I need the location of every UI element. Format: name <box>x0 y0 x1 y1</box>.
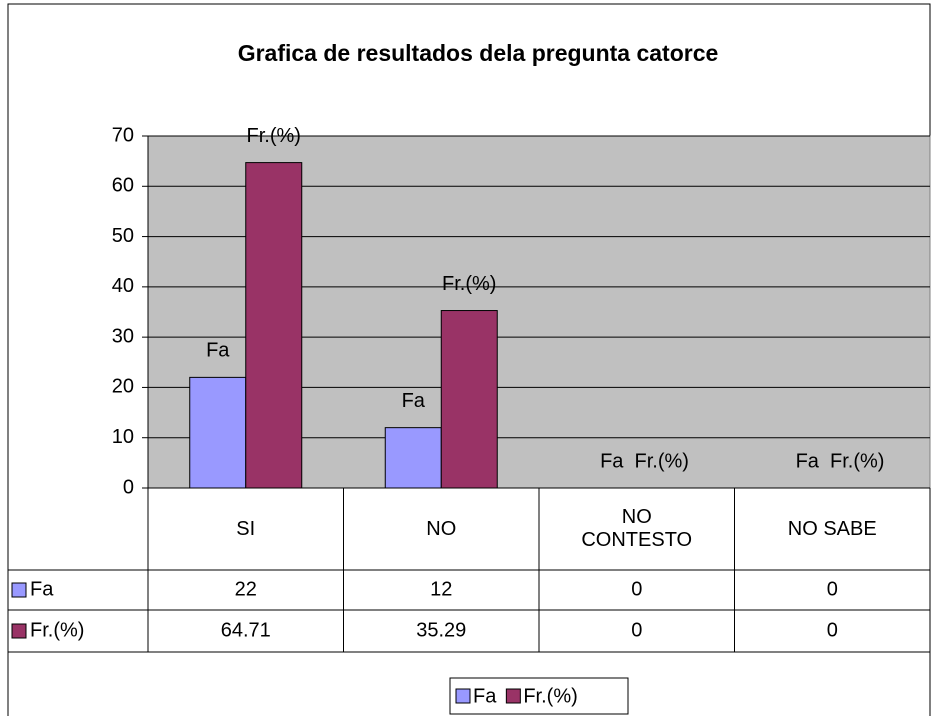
table-value: 35.29 <box>416 619 466 641</box>
legend-key <box>505 688 521 704</box>
x-tick-label: NO SABE <box>787 517 877 540</box>
y-tick-label: 30 <box>112 325 134 347</box>
y-tick-label: 40 <box>112 275 134 297</box>
bar <box>440 310 498 489</box>
data-label: Fr.(%) <box>830 450 884 472</box>
bar <box>245 162 303 489</box>
category-cell: NO CONTESTO <box>581 506 693 551</box>
data-label: Fa <box>206 340 230 362</box>
y-tick-label: 0 <box>123 476 134 498</box>
data-label: Fr.(%) <box>635 450 689 472</box>
legend-label: Fr.(%) <box>523 685 577 707</box>
bar <box>189 376 247 489</box>
category-cell: NO <box>426 517 457 540</box>
table-value: 12 <box>430 578 452 600</box>
table-value: 22 <box>235 578 257 600</box>
x-tick-label: SI <box>236 517 256 540</box>
table-value: 0 <box>827 619 838 641</box>
y-tick-label: 60 <box>112 175 134 197</box>
table-value: 0 <box>631 578 642 600</box>
data-label: Fa <box>600 450 624 472</box>
table-value: 64.71 <box>221 619 271 641</box>
chart-title: Grafica de resultados dela pregunta cato… <box>238 40 719 66</box>
data-label: Fa <box>796 450 820 472</box>
legend-key <box>11 623 27 639</box>
y-tick-label: 70 <box>112 124 134 146</box>
category-cell: SI <box>236 517 256 540</box>
data-label: Fr.(%) <box>247 125 301 147</box>
y-tick-label: 10 <box>112 426 134 448</box>
data-label: Fa <box>402 390 426 412</box>
table-value: 0 <box>631 619 642 641</box>
y-tick-label: 50 <box>112 225 134 247</box>
table-value: 0 <box>827 578 838 600</box>
x-tick-label: NO <box>426 517 457 540</box>
data-label: Fr.(%) <box>442 273 496 295</box>
category-cell: NO SABE <box>787 517 877 540</box>
legend-box <box>449 677 629 715</box>
legend-label: Fa <box>473 685 497 707</box>
x-tick-label: NO CONTESTO <box>581 506 693 551</box>
legend-key <box>455 688 471 704</box>
legend-key <box>11 582 27 598</box>
bar <box>384 427 442 489</box>
row-label: Fa <box>30 578 54 600</box>
row-label: Fr.(%) <box>30 619 84 641</box>
y-tick-label: 20 <box>112 376 134 398</box>
